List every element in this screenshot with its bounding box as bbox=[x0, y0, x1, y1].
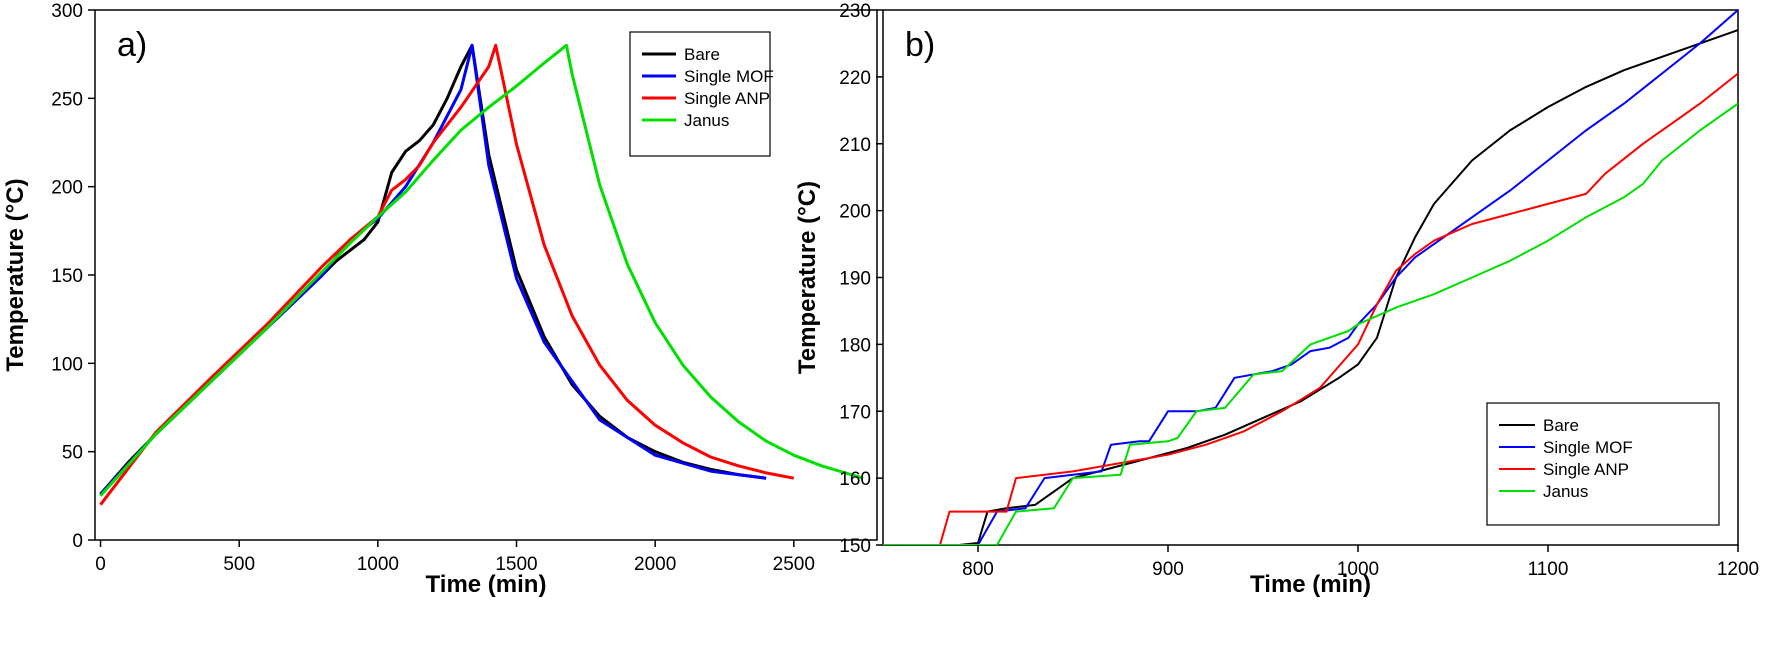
x-tick-label: 0 bbox=[95, 554, 106, 575]
x-tick-label: 900 bbox=[1152, 559, 1184, 580]
y-tick-label: 190 bbox=[839, 269, 871, 290]
legend-label: Single MOF bbox=[684, 67, 774, 86]
chart-panel-2: 800 900 1000 1100 1200 150 160 170 180 190 200 210 2… bbox=[794, 1, 1759, 598]
legend-label: Janus bbox=[684, 111, 729, 130]
y-tick-label: 210 bbox=[839, 135, 871, 156]
series-line-single-anp bbox=[883, 72, 1738, 545]
chart-panel-1: 0 500 1000 1500 2000 2500 0 50 100 150 200 250 300 Ti… bbox=[2, 1, 878, 598]
legend-label: Bare bbox=[684, 45, 720, 64]
x-tick-label: 1000 bbox=[1337, 559, 1379, 580]
legend-label: Single MOF bbox=[1543, 438, 1633, 457]
x-tick-label: 2500 bbox=[773, 554, 815, 575]
series-line-bare bbox=[883, 29, 1738, 545]
panel-label: a) bbox=[117, 26, 147, 64]
x-tick-label: 500 bbox=[223, 554, 255, 575]
y-tick-label: 170 bbox=[839, 402, 871, 423]
x-axis-title: Time (min) bbox=[1250, 571, 1371, 598]
x-tick-label: 1200 bbox=[1717, 559, 1759, 580]
series-line-single-anp bbox=[99, 43, 795, 506]
x-tick-label: 1500 bbox=[495, 554, 537, 575]
y-tick-label: 220 bbox=[839, 68, 871, 89]
y-tick-label: 300 bbox=[51, 1, 83, 22]
x-axis-title: Time (min) bbox=[426, 571, 547, 598]
series-line-janus bbox=[883, 102, 1738, 545]
legend-label: Bare bbox=[1543, 416, 1579, 435]
x-tick-label: 2000 bbox=[634, 554, 676, 575]
y-tick-label: 250 bbox=[51, 89, 83, 110]
y-tick-label: 200 bbox=[839, 202, 871, 223]
legend: Bare Single MOF Single ANP Janus bbox=[629, 31, 774, 157]
x-tick-label: 800 bbox=[962, 559, 994, 580]
y-tick-label: 180 bbox=[839, 335, 871, 356]
x-tick-label: 1000 bbox=[357, 554, 399, 575]
panel-label: b) bbox=[905, 26, 935, 64]
x-tick-label: 1100 bbox=[1528, 559, 1569, 580]
y-tick-label: 50 bbox=[62, 443, 83, 464]
y-tick-label: 150 bbox=[51, 266, 83, 287]
legend-box bbox=[1486, 402, 1720, 526]
y-tick-label: 200 bbox=[51, 178, 83, 199]
series-group bbox=[99, 43, 864, 506]
y-tick-label: 150 bbox=[839, 536, 871, 557]
y-tick-label: 100 bbox=[51, 354, 83, 375]
legend-label: Single ANP bbox=[1543, 460, 1629, 479]
legend-label: Single ANP bbox=[684, 89, 770, 108]
series-line-single-mof bbox=[883, 10, 1738, 545]
series-line-janus bbox=[99, 43, 864, 497]
y-tick-label: 230 bbox=[839, 1, 871, 22]
y-tick-label: 0 bbox=[72, 531, 83, 552]
legend-label: Janus bbox=[1543, 482, 1588, 501]
y-axis-title: Temperature (°C) bbox=[2, 178, 29, 371]
legend: Bare Single MOF Single ANP Janus bbox=[1486, 402, 1720, 526]
y-axis-title: Temperature (°C) bbox=[794, 181, 821, 374]
y-tick-label: 160 bbox=[839, 469, 871, 490]
series-group bbox=[883, 10, 1738, 545]
